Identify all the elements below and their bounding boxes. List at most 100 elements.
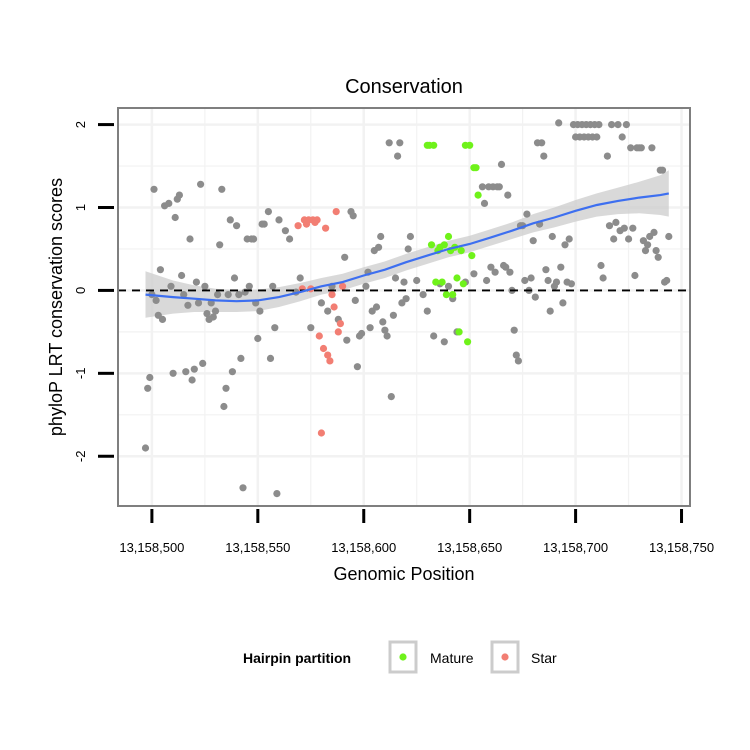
point-other — [317, 299, 325, 307]
point-other — [637, 144, 645, 152]
point-other — [631, 271, 639, 280]
x-axis: 13,158,500 13,158,550 13,158,600 13,158,650… — [119, 509, 714, 555]
point-other — [264, 208, 272, 216]
point-other — [203, 310, 211, 318]
point-other — [629, 224, 637, 232]
point-other — [483, 276, 491, 285]
point-other — [504, 191, 512, 199]
point-other — [491, 268, 499, 276]
point-other — [495, 183, 503, 191]
point-other — [385, 139, 393, 147]
point-other — [620, 224, 628, 232]
y-tick-label: -2 — [73, 451, 88, 463]
legend: Hairpin partition Mature Star — [243, 640, 557, 674]
point-other — [372, 303, 381, 311]
point-other — [256, 307, 264, 315]
point-other — [644, 241, 652, 249]
point-other — [394, 152, 402, 160]
point-star — [324, 351, 332, 359]
x-tick-label: 13,158,500 — [119, 540, 184, 555]
point-mature — [459, 280, 467, 288]
point-other — [188, 376, 196, 384]
point-other — [618, 133, 626, 141]
point-star — [339, 282, 347, 290]
point-other — [478, 183, 486, 191]
point-star — [326, 357, 334, 365]
point-other — [211, 307, 220, 315]
point-mature — [464, 338, 472, 346]
point-other — [648, 144, 656, 152]
point-other — [430, 332, 438, 340]
point-other — [527, 274, 535, 282]
point-other — [654, 253, 662, 261]
point-other — [544, 276, 552, 285]
point-other — [377, 232, 385, 241]
point-other — [366, 324, 374, 332]
point-other — [275, 216, 283, 224]
point-mature — [474, 191, 482, 199]
point-other — [146, 373, 154, 382]
point-other — [444, 282, 453, 290]
point-other — [610, 235, 618, 243]
point-other — [209, 313, 217, 321]
point-other — [307, 324, 315, 332]
point-other — [523, 210, 531, 218]
y-axis-label: phyloP LRT conservation scores — [46, 178, 66, 436]
point-mature — [457, 247, 465, 255]
point-other — [250, 235, 258, 243]
point-other — [180, 291, 188, 299]
point-other — [383, 332, 391, 340]
point-other — [552, 278, 561, 286]
legend-title: Hairpin partition — [243, 650, 351, 666]
point-other — [233, 222, 241, 230]
point-other — [487, 263, 495, 271]
point-other — [237, 354, 245, 362]
point-other — [597, 261, 605, 270]
point-other — [156, 266, 164, 274]
point-other — [614, 121, 622, 129]
point-other — [506, 268, 514, 276]
point-other — [182, 368, 190, 376]
point-other — [152, 296, 160, 304]
point-other — [542, 266, 550, 274]
point-other — [175, 191, 183, 199]
point-other — [497, 160, 506, 168]
point-other — [555, 119, 563, 127]
point-other — [559, 299, 567, 307]
point-other — [404, 245, 412, 253]
point-other — [362, 282, 370, 290]
point-other — [224, 291, 232, 299]
x-tick-label: 13,158,650 — [437, 540, 502, 555]
point-mature — [430, 141, 438, 149]
point-other — [599, 274, 607, 282]
point-other — [144, 384, 152, 392]
point-other — [341, 253, 349, 261]
point-other — [406, 232, 414, 241]
chart-title: Conservation — [345, 76, 463, 98]
point-other — [194, 299, 203, 307]
point-other — [650, 228, 658, 236]
point-other — [557, 263, 565, 271]
point-other — [603, 152, 612, 160]
point-other — [658, 166, 667, 174]
point-other — [271, 324, 279, 332]
series-mature — [423, 141, 482, 346]
point-other — [622, 121, 631, 129]
point-other — [214, 291, 222, 299]
point-other — [218, 185, 226, 193]
point-other — [419, 291, 427, 299]
point-star — [319, 344, 328, 353]
point-other — [178, 271, 186, 280]
point-other — [190, 365, 198, 373]
point-other — [199, 359, 207, 367]
legend-label-mature: Mature — [430, 650, 474, 666]
point-other — [567, 280, 576, 288]
point-other — [245, 282, 253, 290]
point-other — [538, 139, 546, 147]
point-other — [171, 213, 179, 222]
point-other — [665, 232, 673, 241]
point-other — [641, 247, 650, 255]
point-other — [625, 235, 633, 243]
point-star — [294, 222, 302, 230]
